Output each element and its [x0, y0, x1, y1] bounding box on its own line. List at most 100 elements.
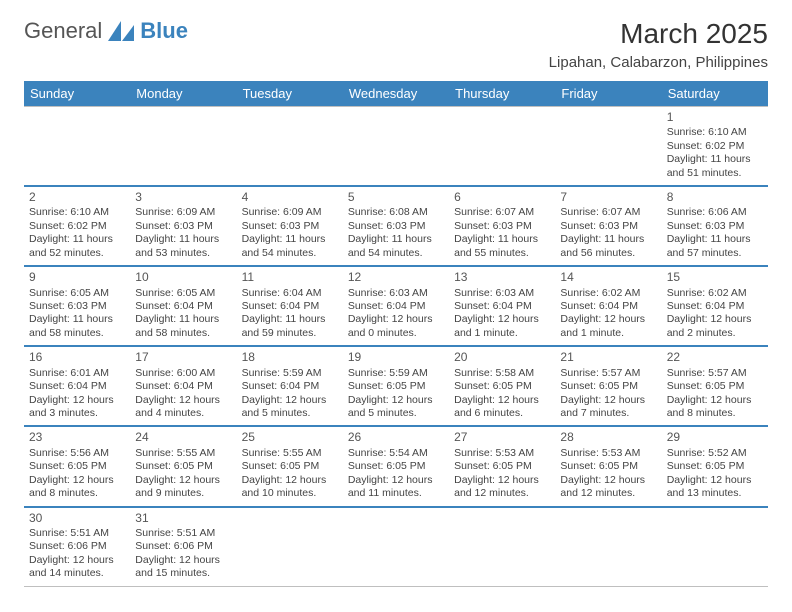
daylight-text: and 8 minutes.	[29, 487, 125, 500]
sunset-text: Sunset: 6:05 PM	[667, 380, 763, 393]
daylight-text: Daylight: 11 hours	[135, 313, 231, 326]
dayhead-sunday: Sunday	[24, 81, 130, 107]
daylight-text: Daylight: 12 hours	[29, 474, 125, 487]
sunrise-text: Sunrise: 6:10 AM	[667, 126, 763, 139]
sunset-text: Sunset: 6:03 PM	[348, 220, 444, 233]
sunset-text: Sunset: 6:03 PM	[242, 220, 338, 233]
week-row: 16Sunrise: 6:01 AMSunset: 6:04 PMDayligh…	[24, 346, 768, 426]
sunrise-text: Sunrise: 5:53 AM	[454, 447, 550, 460]
day-cell: 10Sunrise: 6:05 AMSunset: 6:04 PMDayligh…	[130, 266, 236, 346]
day-cell: 16Sunrise: 6:01 AMSunset: 6:04 PMDayligh…	[24, 346, 130, 426]
daylight-text: and 58 minutes.	[29, 327, 125, 340]
sunrise-text: Sunrise: 5:56 AM	[29, 447, 125, 460]
logo: GeneralBlue	[24, 18, 188, 44]
daylight-text: Daylight: 12 hours	[667, 313, 763, 326]
sunset-text: Sunset: 6:03 PM	[667, 220, 763, 233]
daylight-text: and 15 minutes.	[135, 567, 231, 580]
dayhead-wednesday: Wednesday	[343, 81, 449, 107]
daylight-text: and 51 minutes.	[667, 167, 763, 180]
sunrise-text: Sunrise: 6:06 AM	[667, 206, 763, 219]
day-cell: 22Sunrise: 5:57 AMSunset: 6:05 PMDayligh…	[662, 346, 768, 426]
sunset-text: Sunset: 6:02 PM	[667, 140, 763, 153]
daylight-text: and 58 minutes.	[135, 327, 231, 340]
sunrise-text: Sunrise: 5:51 AM	[135, 527, 231, 540]
day-cell: 5Sunrise: 6:08 AMSunset: 6:03 PMDaylight…	[343, 186, 449, 266]
daylight-text: and 4 minutes.	[135, 407, 231, 420]
header: GeneralBlue March 2025 Lipahan, Calabarz…	[24, 18, 768, 71]
sunrise-text: Sunrise: 5:55 AM	[135, 447, 231, 460]
daylight-text: Daylight: 11 hours	[560, 233, 656, 246]
sunset-text: Sunset: 6:05 PM	[135, 460, 231, 473]
week-row: 30Sunrise: 5:51 AMSunset: 6:06 PMDayligh…	[24, 507, 768, 587]
day-cell: 6Sunrise: 6:07 AMSunset: 6:03 PMDaylight…	[449, 186, 555, 266]
sunset-text: Sunset: 6:04 PM	[135, 380, 231, 393]
sunset-text: Sunset: 6:02 PM	[29, 220, 125, 233]
day-cell: 25Sunrise: 5:55 AMSunset: 6:05 PMDayligh…	[237, 426, 343, 506]
sunrise-text: Sunrise: 6:05 AM	[135, 287, 231, 300]
day-cell	[130, 107, 236, 187]
sunrise-text: Sunrise: 5:57 AM	[667, 367, 763, 380]
day-cell	[237, 507, 343, 587]
daylight-text: Daylight: 11 hours	[667, 153, 763, 166]
day-number: 2	[29, 190, 125, 205]
dayhead-tuesday: Tuesday	[237, 81, 343, 107]
day-number: 10	[135, 270, 231, 285]
sunset-text: Sunset: 6:03 PM	[560, 220, 656, 233]
day-header-row: Sunday Monday Tuesday Wednesday Thursday…	[24, 81, 768, 107]
sunset-text: Sunset: 6:04 PM	[242, 300, 338, 313]
day-cell: 12Sunrise: 6:03 AMSunset: 6:04 PMDayligh…	[343, 266, 449, 346]
day-cell: 3Sunrise: 6:09 AMSunset: 6:03 PMDaylight…	[130, 186, 236, 266]
day-number: 12	[348, 270, 444, 285]
daylight-text: Daylight: 11 hours	[135, 233, 231, 246]
day-cell: 15Sunrise: 6:02 AMSunset: 6:04 PMDayligh…	[662, 266, 768, 346]
day-cell: 26Sunrise: 5:54 AMSunset: 6:05 PMDayligh…	[343, 426, 449, 506]
day-cell	[343, 507, 449, 587]
daylight-text: Daylight: 11 hours	[667, 233, 763, 246]
day-number: 23	[29, 430, 125, 445]
daylight-text: Daylight: 11 hours	[29, 313, 125, 326]
daylight-text: Daylight: 11 hours	[348, 233, 444, 246]
logo-sail-icon	[108, 21, 134, 41]
daylight-text: Daylight: 11 hours	[454, 233, 550, 246]
day-cell: 13Sunrise: 6:03 AMSunset: 6:04 PMDayligh…	[449, 266, 555, 346]
daylight-text: Daylight: 12 hours	[135, 394, 231, 407]
sunset-text: Sunset: 6:06 PM	[135, 540, 231, 553]
sunrise-text: Sunrise: 5:59 AM	[348, 367, 444, 380]
day-number: 21	[560, 350, 656, 365]
daylight-text: and 12 minutes.	[454, 487, 550, 500]
sunset-text: Sunset: 6:05 PM	[560, 380, 656, 393]
day-cell: 31Sunrise: 5:51 AMSunset: 6:06 PMDayligh…	[130, 507, 236, 587]
sunset-text: Sunset: 6:03 PM	[135, 220, 231, 233]
day-number: 9	[29, 270, 125, 285]
day-number: 22	[667, 350, 763, 365]
day-cell: 1Sunrise: 6:10 AMSunset: 6:02 PMDaylight…	[662, 107, 768, 187]
sunrise-text: Sunrise: 5:52 AM	[667, 447, 763, 460]
sunrise-text: Sunrise: 6:04 AM	[242, 287, 338, 300]
day-number: 7	[560, 190, 656, 205]
week-row: 23Sunrise: 5:56 AMSunset: 6:05 PMDayligh…	[24, 426, 768, 506]
sunrise-text: Sunrise: 5:51 AM	[29, 527, 125, 540]
daylight-text: Daylight: 12 hours	[242, 394, 338, 407]
daylight-text: and 55 minutes.	[454, 247, 550, 260]
sunrise-text: Sunrise: 5:57 AM	[560, 367, 656, 380]
sunset-text: Sunset: 6:05 PM	[29, 460, 125, 473]
sunrise-text: Sunrise: 6:02 AM	[667, 287, 763, 300]
day-cell: 27Sunrise: 5:53 AMSunset: 6:05 PMDayligh…	[449, 426, 555, 506]
day-cell	[237, 107, 343, 187]
day-cell: 23 Sunrise: 5:56 AMSunset: 6:05 PMDayligh…	[24, 426, 130, 506]
month-year: March 2025	[549, 18, 768, 50]
day-cell	[555, 507, 661, 587]
daylight-text: Daylight: 12 hours	[135, 474, 231, 487]
day-number: 18	[242, 350, 338, 365]
daylight-text: Daylight: 11 hours	[242, 233, 338, 246]
day-number: 6	[454, 190, 550, 205]
daylight-text: Daylight: 12 hours	[454, 313, 550, 326]
day-number: 29	[667, 430, 763, 445]
day-cell: 20Sunrise: 5:58 AMSunset: 6:05 PMDayligh…	[449, 346, 555, 426]
daylight-text: and 13 minutes.	[667, 487, 763, 500]
sunset-text: Sunset: 6:05 PM	[454, 380, 550, 393]
sunrise-text: Sunrise: 5:55 AM	[242, 447, 338, 460]
day-cell: 7Sunrise: 6:07 AMSunset: 6:03 PMDaylight…	[555, 186, 661, 266]
day-cell: 30Sunrise: 5:51 AMSunset: 6:06 PMDayligh…	[24, 507, 130, 587]
daylight-text: and 2 minutes.	[667, 327, 763, 340]
